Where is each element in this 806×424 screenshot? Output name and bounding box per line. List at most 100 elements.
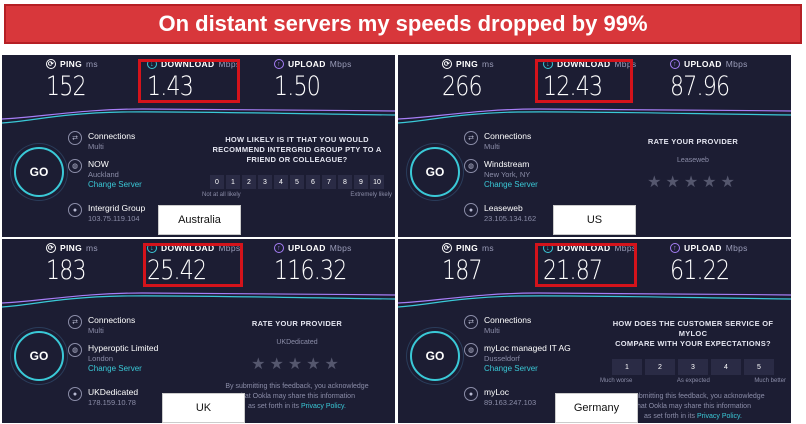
upload-graph-line (2, 108, 395, 120)
isp-row: ◍ Windstream New York, NY Change Server (464, 159, 538, 190)
isp-name: Hyperoptic Limited (88, 343, 159, 353)
ping-unit: ms (85, 243, 98, 253)
survey: RATE YOUR PROVIDER UKDedicated ★★★★★ By sub… (202, 319, 392, 412)
globe-icon: ◍ (464, 159, 478, 173)
host-row: ● UKDedicated 178.159.10.78 (68, 387, 138, 408)
connections-mode: Multi (484, 142, 500, 151)
survey-question: HOW LIKELY IS IT THAT YOU WOULD RECOMMEND… (202, 135, 392, 165)
rating-option[interactable]: 0 (210, 175, 224, 189)
go-button[interactable]: GO (410, 331, 460, 381)
star-rating-icon[interactable]: ★★★★★ (251, 356, 343, 373)
rating-option[interactable]: 7 (322, 175, 336, 189)
scale-high-label: Much better (754, 378, 786, 384)
scale-low-label: Not at all likely (202, 192, 241, 198)
privacy-line: as set forth in its (248, 403, 299, 410)
download-unit: Mbps (218, 59, 241, 69)
connections-row[interactable]: ⇄ Connections Multi (68, 315, 135, 336)
rating-option[interactable]: 10 (370, 175, 384, 189)
rating-option[interactable]: 5 (290, 175, 304, 189)
rating-option[interactable]: 8 (338, 175, 352, 189)
download-label: DOWNLOAD (557, 243, 611, 253)
isp-row: ◍ myLoc managed IT AG Dusseldorf Change Se… (464, 343, 571, 374)
upload-icon: ↑ (670, 243, 680, 253)
download-label: DOWNLOAD (161, 59, 215, 69)
ping-icon: ⟳ (442, 59, 452, 69)
ping-icon: ⟳ (46, 59, 56, 69)
survey-question-line: HOW LIKELY IS IT THAT YOU WOULD (225, 135, 369, 144)
privacy-line: By submitting this feedback, you acknowl… (225, 383, 369, 390)
ping-label: PING (60, 59, 82, 69)
rating-option[interactable]: 2 (645, 359, 675, 375)
speedtest-panel-us: ⟳ PING ms 266 ↓ DOWNLOAD Mbps 12.43 ↑ UPLOAD M… (398, 55, 791, 237)
upload-label: UPLOAD (684, 243, 722, 253)
download-value: 1.43 (147, 71, 194, 102)
upload-value: 1.50 (274, 71, 321, 102)
privacy-policy-link[interactable]: Privacy Policy. (696, 413, 742, 420)
change-server-link[interactable]: Change Server (88, 364, 142, 373)
upload-unit: Mbps (725, 59, 748, 69)
download-metric: ↓ DOWNLOAD Mbps 12.43 (543, 59, 663, 102)
rating-option[interactable]: 9 (354, 175, 368, 189)
rating-option[interactable]: 5 (744, 359, 774, 375)
ping-label: PING (456, 243, 478, 253)
download-value: 12.43 (543, 71, 603, 102)
privacy-note: By submitting this feedback, you acknowl… (202, 382, 392, 412)
download-highlight-box (138, 59, 240, 103)
ping-metric: ⟳ PING ms 183 (46, 243, 166, 286)
change-server-link[interactable]: Change Server (484, 364, 538, 373)
connections-mode: Multi (484, 326, 500, 335)
rating-option[interactable]: 2 (242, 175, 256, 189)
connections-row[interactable]: ⇄ Connections Multi (68, 131, 135, 152)
scale-high-label: Extremely likely (350, 192, 392, 198)
upload-metric: ↑ UPLOAD Mbps 116.32 (274, 243, 394, 286)
download-graph-line (398, 295, 791, 308)
rating-option[interactable]: 3 (258, 175, 272, 189)
user-icon: ● (464, 203, 478, 217)
privacy-line: that Ookla may share this information (239, 393, 355, 400)
upload-value: 87.96 (670, 71, 730, 102)
upload-icon: ↑ (274, 59, 284, 69)
rating-option[interactable]: 4 (711, 359, 741, 375)
upload-metric: ↑ UPLOAD Mbps 1.50 (274, 59, 394, 102)
connections-row[interactable]: ⇄ Connections Multi (464, 315, 531, 336)
survey-question-line: HOW DOES THE CUSTOMER SERVICE OF MYLOC (612, 319, 774, 338)
rating-option[interactable]: 1 (612, 359, 642, 375)
download-highlight-box (143, 243, 243, 287)
isp-name: NOW (88, 159, 109, 169)
headline-banner: On distant servers my speeds dropped by … (4, 4, 802, 44)
rating-option[interactable]: 6 (306, 175, 320, 189)
scale-mid-label: As expected (676, 378, 710, 384)
host-name: Intergrid Group (88, 203, 146, 213)
ip-address: 89.163.247.103 (484, 398, 537, 407)
rating-option[interactable]: 3 (678, 359, 708, 375)
upload-graph-line (398, 108, 791, 120)
privacy-policy-link[interactable]: Privacy Policy. (300, 403, 346, 410)
survey-question-line: RECOMMEND INTERGRID GROUP PTY TO A (212, 145, 382, 154)
ip-address: 178.159.10.78 (88, 398, 136, 407)
change-server-link[interactable]: Change Server (484, 180, 538, 189)
go-button[interactable]: GO (14, 147, 64, 197)
upload-icon: ↑ (274, 243, 284, 253)
upload-value: 116.32 (274, 255, 347, 286)
ping-value: 183 (46, 255, 87, 286)
ping-metric: ⟳ PING ms 152 (46, 59, 166, 102)
connections-row[interactable]: ⇄ Connections Multi (464, 131, 531, 152)
download-label: DOWNLOAD (161, 243, 215, 253)
privacy-note: By submitting this feedback, you acknowl… (598, 392, 788, 422)
user-icon: ● (464, 387, 478, 401)
privacy-line: that Ookla may share this information (635, 403, 751, 410)
go-button[interactable]: GO (14, 331, 64, 381)
host-row: ● Intergrid Group 103.75.119.104 (68, 203, 145, 224)
rating-option[interactable]: 1 (226, 175, 240, 189)
ping-value: 187 (442, 255, 483, 286)
connections-label: Connections (484, 131, 532, 141)
upload-label: UPLOAD (684, 59, 722, 69)
download-label: DOWNLOAD (557, 59, 611, 69)
host-row: ● Leaseweb 23.105.134.162 (464, 203, 536, 224)
upload-metric: ↑ UPLOAD Mbps 61.22 (670, 243, 790, 286)
go-button[interactable]: GO (410, 147, 460, 197)
change-server-link[interactable]: Change Server (88, 180, 142, 189)
star-rating-icon[interactable]: ★★★★★ (647, 174, 739, 191)
location-label: US (553, 205, 636, 235)
rating-option[interactable]: 4 (274, 175, 288, 189)
